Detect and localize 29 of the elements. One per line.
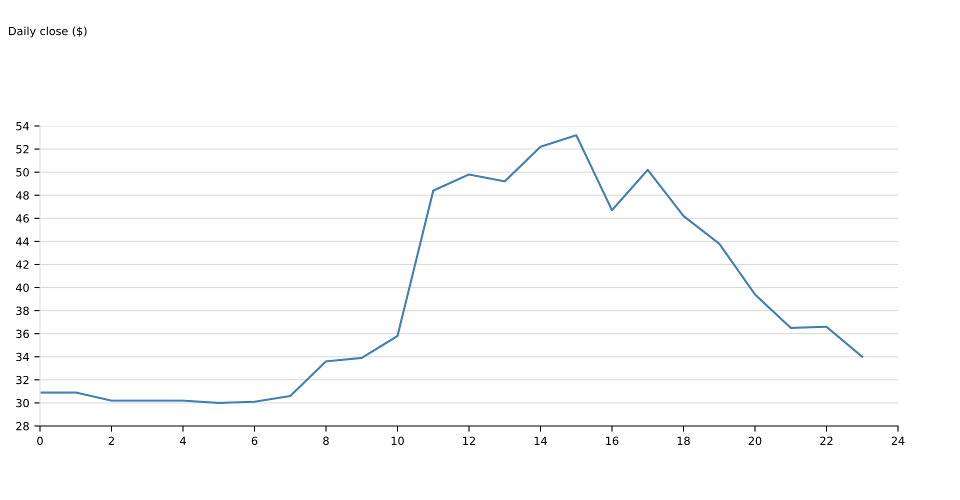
y-tick-label: 32 xyxy=(16,376,28,384)
y-tick-label: 46 xyxy=(16,214,29,223)
y-tick-label: 54 xyxy=(16,122,29,130)
x-tick-label: 4 xyxy=(180,436,186,445)
y-tick-label: 44 xyxy=(16,238,29,246)
y-tick-label: 50 xyxy=(16,168,29,177)
y-tick-label: 40 xyxy=(16,284,29,292)
chart-title: Daily close ($) xyxy=(9,26,87,38)
y-tick-label: 42 xyxy=(16,260,28,269)
x-tick-label: 24 xyxy=(892,436,904,445)
x-tick-label: 22 xyxy=(820,436,832,445)
x-tick-label: 18 xyxy=(678,436,690,446)
y-tick-label: 48 xyxy=(16,191,29,200)
y-tick-label: 28 xyxy=(16,422,29,430)
x-tick-label: 16 xyxy=(606,436,618,446)
x-tick-label: 20 xyxy=(748,436,762,446)
y-tick-label: 52 xyxy=(16,145,28,154)
x-tick-label: 2 xyxy=(108,436,114,445)
y-tick-label: 38 xyxy=(16,306,29,315)
line-series xyxy=(40,134,864,404)
x-tick-label: 6 xyxy=(252,436,258,446)
x-tick-label: 8 xyxy=(323,436,329,446)
x-tick-label: 0 xyxy=(37,436,43,446)
y-tick-label: 36 xyxy=(16,330,29,338)
x-tick-label: 10 xyxy=(392,436,404,446)
x-tick-label: 14 xyxy=(534,436,547,445)
y-tick-label: 30 xyxy=(16,398,29,408)
x-tick-label: 12 xyxy=(463,436,475,445)
y-tick-label: 34 xyxy=(16,352,29,362)
